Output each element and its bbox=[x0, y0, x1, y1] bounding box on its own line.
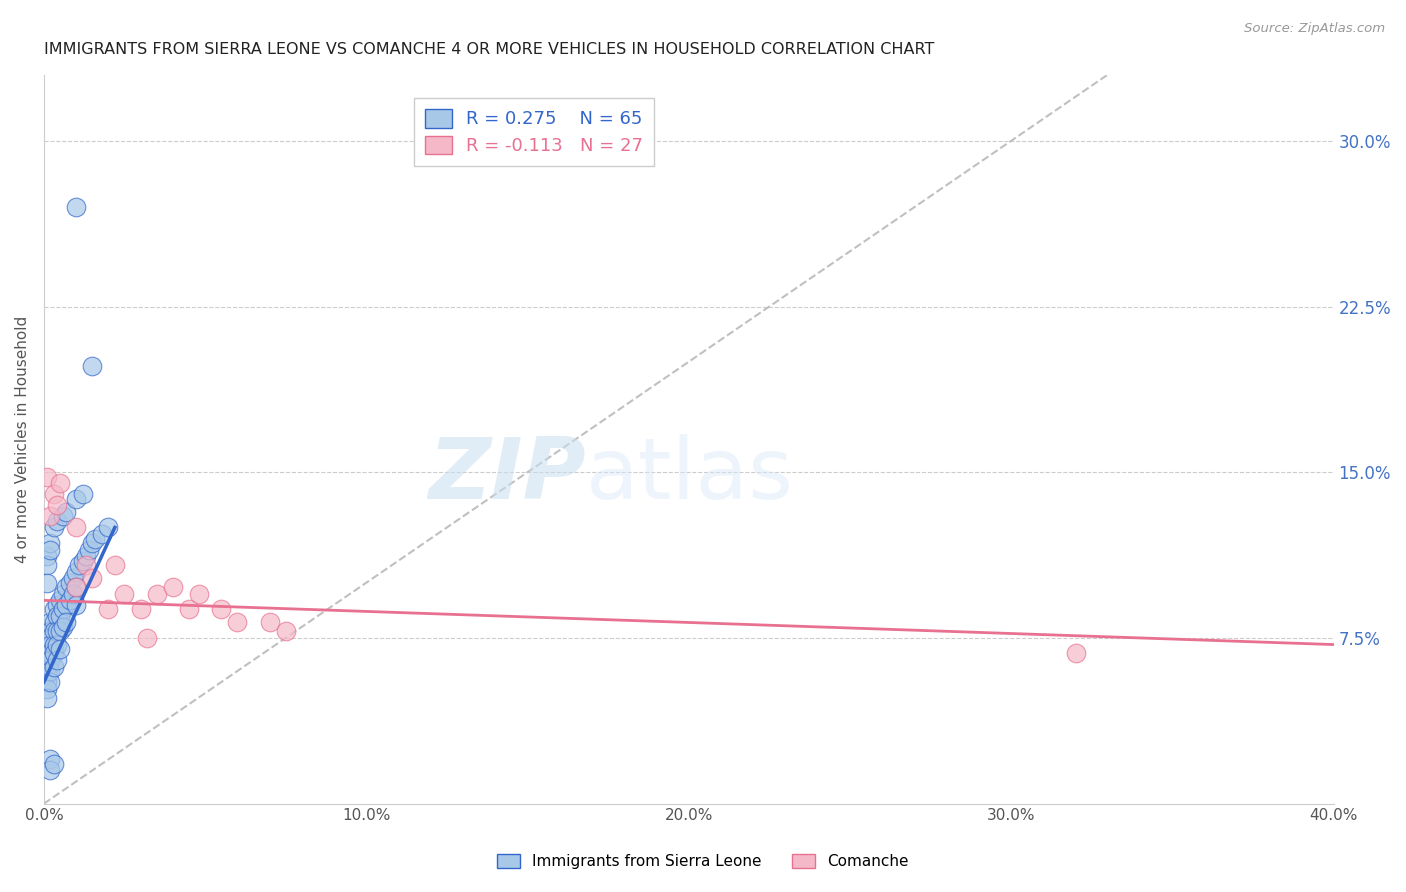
Point bbox=[39, 624, 62, 639]
Point bbox=[39, 615, 62, 630]
Point bbox=[42, 615, 65, 630]
Point bbox=[39, 638, 62, 652]
Point bbox=[42, 624, 65, 639]
Point bbox=[42, 520, 65, 534]
Point bbox=[72, 553, 94, 567]
Point bbox=[37, 638, 59, 652]
Point bbox=[177, 602, 200, 616]
Point bbox=[52, 602, 75, 616]
Point bbox=[39, 675, 62, 690]
Point bbox=[75, 549, 97, 564]
Point bbox=[209, 602, 232, 616]
Point bbox=[39, 542, 62, 557]
Point bbox=[90, 527, 112, 541]
Point bbox=[37, 664, 59, 678]
Point bbox=[37, 575, 59, 590]
Text: IMMIGRANTS FROM SIERRA LEONE VS COMANCHE 4 OR MORE VEHICLES IN HOUSEHOLD CORRELA: IMMIGRANTS FROM SIERRA LEONE VS COMANCHE… bbox=[44, 42, 934, 57]
Point bbox=[39, 664, 62, 678]
Point bbox=[37, 675, 59, 690]
Text: ZIP: ZIP bbox=[427, 434, 585, 517]
Point bbox=[65, 598, 87, 612]
Point bbox=[67, 558, 90, 572]
Point bbox=[162, 580, 184, 594]
Point bbox=[37, 647, 59, 661]
Point bbox=[65, 580, 87, 594]
Point bbox=[65, 200, 87, 214]
Point bbox=[37, 653, 59, 667]
Point bbox=[42, 638, 65, 652]
Point bbox=[37, 558, 59, 572]
Point bbox=[49, 476, 72, 491]
Point bbox=[65, 520, 87, 534]
Point bbox=[82, 359, 104, 374]
Point bbox=[45, 514, 67, 528]
Text: atlas: atlas bbox=[585, 434, 793, 517]
Point bbox=[42, 659, 65, 673]
Point bbox=[62, 571, 84, 585]
Point bbox=[65, 565, 87, 579]
Point bbox=[259, 615, 281, 630]
Point bbox=[45, 624, 67, 639]
Point bbox=[49, 608, 72, 623]
Point bbox=[42, 647, 65, 661]
Point bbox=[42, 602, 65, 616]
Point bbox=[72, 487, 94, 501]
Point bbox=[84, 532, 107, 546]
Point bbox=[59, 575, 82, 590]
Legend: R = 0.275    N = 65, R = -0.113   N = 27: R = 0.275 N = 65, R = -0.113 N = 27 bbox=[413, 98, 654, 166]
Point bbox=[97, 520, 120, 534]
Point bbox=[1064, 647, 1087, 661]
Point bbox=[65, 580, 87, 594]
Point bbox=[226, 615, 249, 630]
Point bbox=[145, 587, 167, 601]
Point bbox=[42, 487, 65, 501]
Point bbox=[45, 608, 67, 623]
Point bbox=[49, 593, 72, 607]
Point bbox=[82, 536, 104, 550]
Point bbox=[49, 624, 72, 639]
Point bbox=[37, 631, 59, 645]
Point bbox=[49, 642, 72, 657]
Point bbox=[77, 542, 100, 557]
Point bbox=[55, 598, 77, 612]
Point bbox=[39, 752, 62, 766]
Point bbox=[37, 549, 59, 564]
Point bbox=[114, 587, 136, 601]
Point bbox=[129, 602, 152, 616]
Point bbox=[45, 638, 67, 652]
Point bbox=[75, 558, 97, 572]
Point bbox=[59, 593, 82, 607]
Point bbox=[39, 631, 62, 645]
Point bbox=[37, 681, 59, 696]
Point bbox=[45, 598, 67, 612]
Point bbox=[187, 587, 209, 601]
Point bbox=[37, 690, 59, 705]
Point bbox=[104, 558, 127, 572]
Point bbox=[39, 536, 62, 550]
Point bbox=[55, 580, 77, 594]
Point bbox=[97, 602, 120, 616]
Legend: Immigrants from Sierra Leone, Comanche: Immigrants from Sierra Leone, Comanche bbox=[491, 848, 915, 875]
Y-axis label: 4 or more Vehicles in Household: 4 or more Vehicles in Household bbox=[15, 316, 30, 563]
Point bbox=[62, 587, 84, 601]
Point bbox=[52, 509, 75, 524]
Point bbox=[45, 499, 67, 513]
Point bbox=[42, 756, 65, 771]
Point bbox=[37, 469, 59, 483]
Point bbox=[65, 491, 87, 506]
Point bbox=[37, 668, 59, 682]
Text: Source: ZipAtlas.com: Source: ZipAtlas.com bbox=[1244, 22, 1385, 36]
Point bbox=[39, 653, 62, 667]
Point bbox=[39, 647, 62, 661]
Point bbox=[45, 653, 67, 667]
Point bbox=[274, 624, 297, 639]
Point bbox=[39, 509, 62, 524]
Point bbox=[52, 620, 75, 634]
Point bbox=[82, 571, 104, 585]
Point bbox=[136, 631, 159, 645]
Point bbox=[55, 505, 77, 519]
Point bbox=[39, 764, 62, 778]
Point bbox=[52, 587, 75, 601]
Point bbox=[55, 615, 77, 630]
